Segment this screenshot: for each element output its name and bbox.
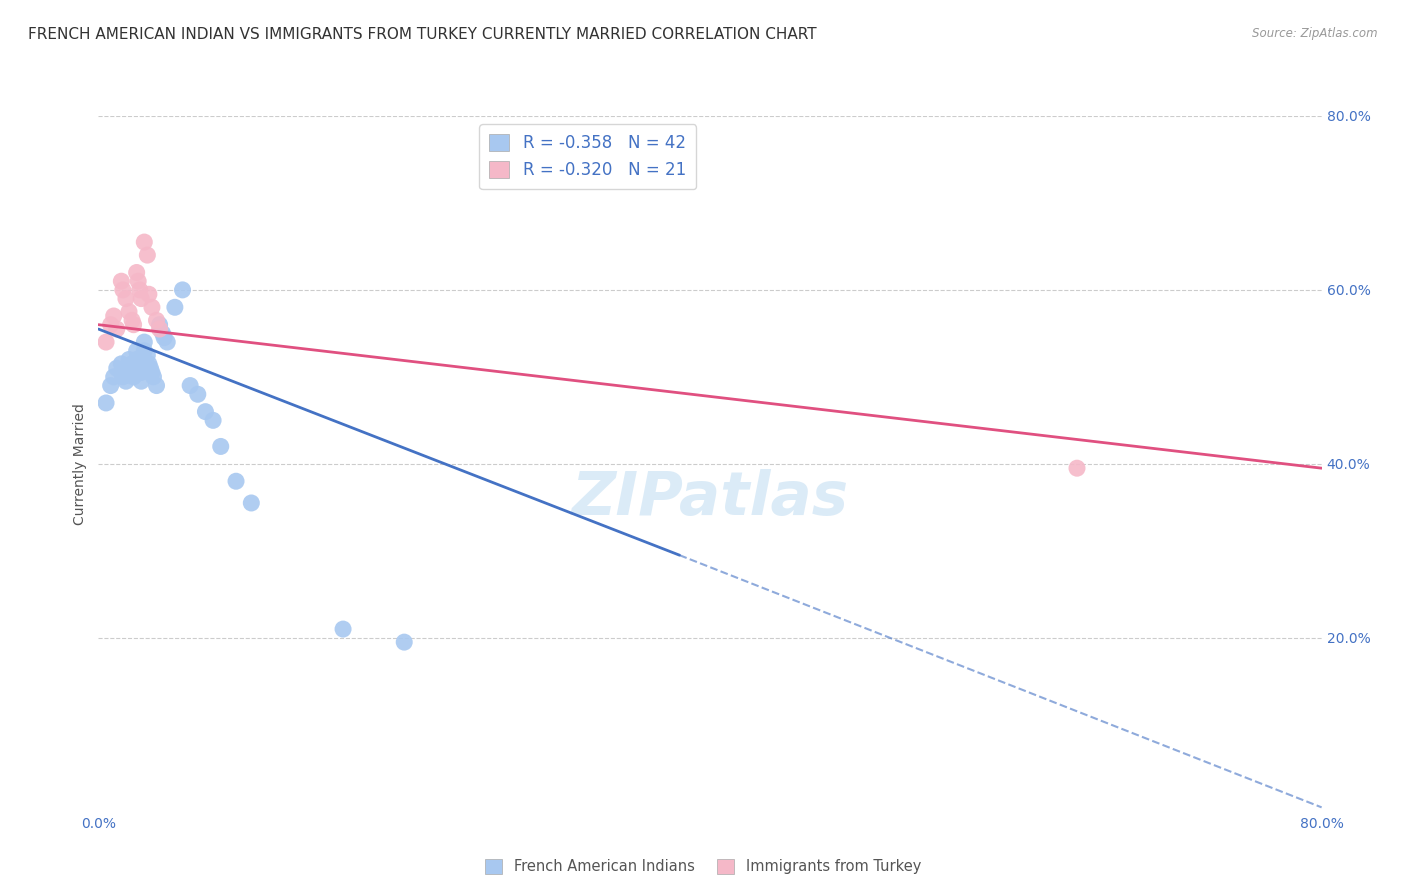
Point xyxy=(111,369,134,384)
Point xyxy=(127,357,149,371)
Point xyxy=(141,300,163,315)
Text: FRENCH AMERICAN INDIAN VS IMMIGRANTS FROM TURKEY CURRENTLY MARRIED CORRELATION C: FRENCH AMERICAN INDIAN VS IMMIGRANTS FRO… xyxy=(28,27,817,42)
Point xyxy=(240,496,263,510)
Point xyxy=(163,300,186,315)
Point xyxy=(128,283,150,297)
Text: ZIPatlas: ZIPatlas xyxy=(571,469,849,528)
Point xyxy=(149,322,172,336)
Point xyxy=(125,352,148,367)
Point xyxy=(138,357,160,371)
Point xyxy=(127,274,149,288)
Point xyxy=(145,313,167,327)
Point xyxy=(172,283,194,297)
Text: Source: ZipAtlas.com: Source: ZipAtlas.com xyxy=(1253,27,1378,40)
Point xyxy=(94,334,117,349)
Point xyxy=(103,369,125,384)
Point xyxy=(121,357,143,371)
Point xyxy=(118,352,141,367)
Point xyxy=(129,366,152,380)
Point xyxy=(138,287,160,301)
Point xyxy=(121,313,143,327)
Point xyxy=(110,357,132,371)
Legend: French American Indians, Immigrants from Turkey: French American Indians, Immigrants from… xyxy=(479,853,927,880)
Point xyxy=(125,343,148,358)
Point xyxy=(141,366,163,380)
Point xyxy=(129,292,152,306)
Point xyxy=(103,309,125,323)
Point xyxy=(225,474,247,488)
Point xyxy=(179,378,201,392)
Point xyxy=(332,622,354,636)
Point xyxy=(153,331,176,345)
Point xyxy=(139,361,162,376)
Point xyxy=(121,366,143,380)
Point xyxy=(156,334,179,349)
Point xyxy=(134,334,156,349)
Point xyxy=(1066,461,1088,475)
Point xyxy=(209,440,232,454)
Point xyxy=(145,378,167,392)
Point xyxy=(111,283,134,297)
Point xyxy=(128,361,150,376)
Point xyxy=(115,292,138,306)
Point xyxy=(100,318,122,332)
Point xyxy=(118,304,141,318)
Point xyxy=(122,369,145,384)
Point xyxy=(136,248,159,262)
Point xyxy=(105,322,128,336)
Point xyxy=(134,343,156,358)
Legend: R = -0.358   N = 42, R = -0.320   N = 21: R = -0.358 N = 42, R = -0.320 N = 21 xyxy=(479,124,696,189)
Point xyxy=(187,387,209,401)
Point xyxy=(149,318,172,332)
Point xyxy=(118,361,141,376)
Point xyxy=(105,361,128,376)
Point xyxy=(129,374,152,388)
Y-axis label: Currently Married: Currently Married xyxy=(73,403,87,524)
Point xyxy=(136,348,159,362)
Point xyxy=(194,405,217,419)
Point xyxy=(110,274,132,288)
Point xyxy=(110,366,132,380)
Point xyxy=(115,374,138,388)
Point xyxy=(134,235,156,249)
Point xyxy=(94,396,117,410)
Point xyxy=(202,413,225,427)
Point xyxy=(142,369,165,384)
Point xyxy=(100,378,122,392)
Point xyxy=(125,266,148,280)
Point xyxy=(122,318,145,332)
Point xyxy=(392,635,416,649)
Point xyxy=(152,326,174,341)
